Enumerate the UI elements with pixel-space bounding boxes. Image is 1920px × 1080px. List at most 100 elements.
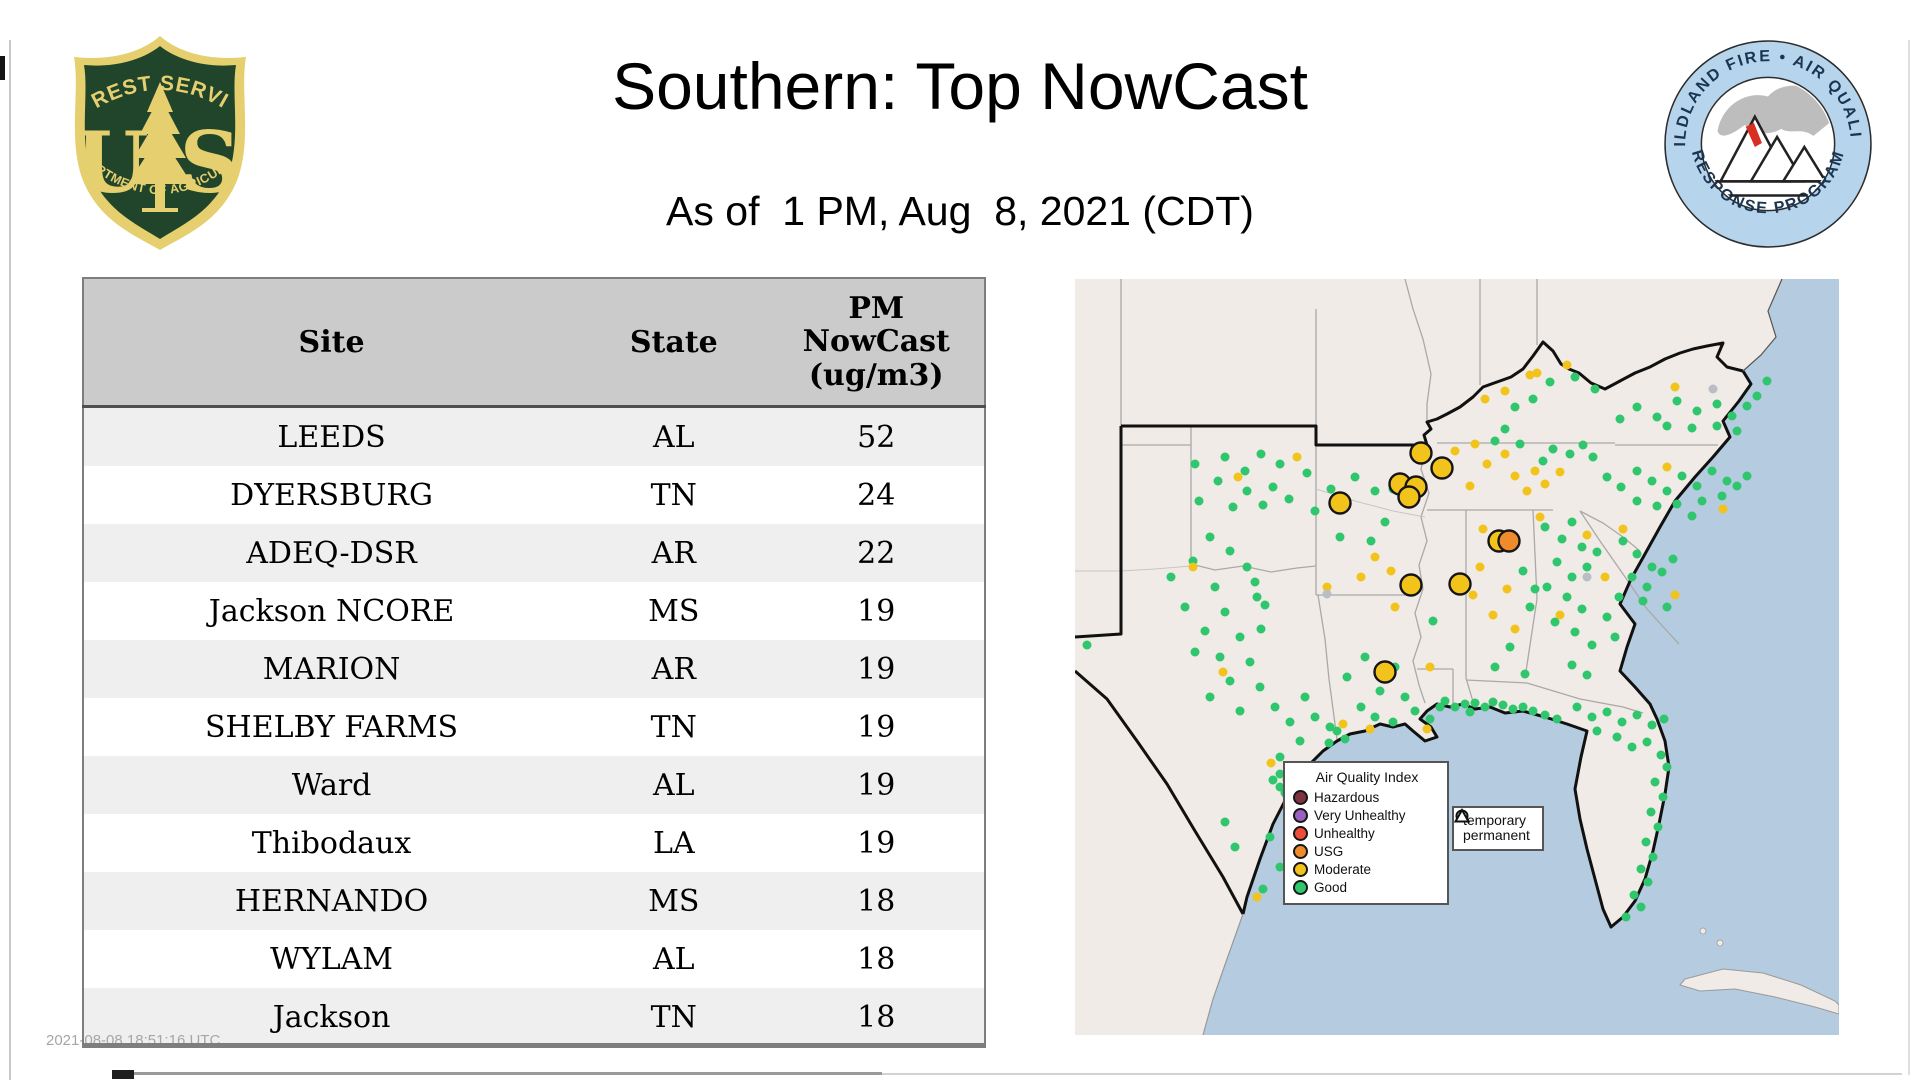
usfs-letter-u: U (75, 113, 148, 212)
monitor-dot-good (1590, 384, 1600, 394)
monitor-dot-good (1565, 449, 1575, 459)
monitor-dot-good (1614, 592, 1624, 602)
monitor-dot-moderate (1292, 452, 1302, 462)
monitor-dot-good (1525, 602, 1535, 612)
monitor-dot-good (1258, 884, 1268, 894)
island-dot (1699, 927, 1707, 935)
monitor-dot-moderate (1525, 370, 1535, 380)
monitor-dot-good (1082, 640, 1092, 650)
monitor-dot-good (1629, 890, 1639, 900)
monitor-dot-good (1225, 546, 1235, 556)
monitor-dot-good (1567, 660, 1577, 670)
monitor-dot-good (1588, 452, 1598, 462)
monitor-dot-good (1636, 902, 1646, 912)
site-marker-thibodaux (1373, 660, 1397, 684)
monitor-dot-good (1572, 702, 1582, 712)
value-cell: 22 (857, 535, 896, 571)
monitor-dot-good (1632, 402, 1642, 412)
table-header-row: Site State PM NowCast (ug/m3) (83, 278, 985, 408)
table-row: MARION AR 19 (83, 640, 985, 698)
monitor-dot-good (1242, 562, 1252, 572)
monitor-dot-good (1570, 627, 1580, 637)
monitor-dot-good (1460, 699, 1470, 709)
monitor-dot-good (1256, 624, 1266, 634)
monitor-dot-good (1578, 440, 1588, 450)
monitor-dot-good (1508, 704, 1518, 714)
monitor-dot-good (1638, 596, 1648, 606)
monitor-dot-moderate (1670, 382, 1680, 392)
monitor-dot-good (1480, 702, 1490, 712)
generation-timestamp: 2021-08-08 18:51:16 UTC (46, 1032, 221, 1049)
monitor-dot-good (1592, 547, 1602, 557)
monitor-dot-good (1567, 517, 1577, 527)
monitor-dot-moderate (1510, 624, 1520, 634)
monitor-dot-good (1722, 476, 1732, 486)
monitor-dot-good (1646, 807, 1656, 817)
monitor-dot-good (1602, 707, 1612, 717)
cropped-edge-mark (0, 56, 5, 80)
table-row: WYLAM AL 18 (83, 930, 985, 988)
monitor-dot-good (1610, 632, 1620, 642)
monitor-dot-good (1490, 436, 1500, 446)
monitor-dot-good (1668, 554, 1678, 564)
monitor-dot-good (1242, 486, 1252, 496)
monitor-dot-good (1356, 702, 1366, 712)
pine-tree-icon (128, 82, 192, 212)
monitor-dot-good (1284, 494, 1294, 504)
monitor-dot-moderate (1450, 446, 1460, 456)
monitor-dot-good (1687, 511, 1697, 521)
monitor-dot-good (1642, 737, 1652, 747)
monitor-dot-good (1617, 717, 1627, 727)
monitor-dot-good (1647, 562, 1657, 572)
map-svg (1075, 279, 1839, 1035)
monitor-dot-good (1498, 700, 1508, 710)
monitor-dot-good (1632, 549, 1642, 559)
monitor-dot-good (1615, 414, 1625, 424)
monitor-dot-good (1652, 501, 1662, 511)
monitor-dot-moderate (1540, 479, 1550, 489)
state-cell: LA (653, 825, 695, 861)
monitor-dot-good (1672, 499, 1682, 509)
site-cell: SHELBY FARMS (204, 709, 459, 745)
value-cell: 19 (857, 825, 896, 861)
shape-legend-label-temporary: temporary (1463, 812, 1527, 828)
usfs-letter-s: S (180, 113, 241, 212)
monitor-dot-moderate (1562, 360, 1572, 370)
monitor-dot-good (1332, 726, 1342, 736)
site-cell: LEEDS (277, 419, 386, 455)
monitor-dot-moderate (1218, 667, 1228, 677)
monitor-dot-good (1582, 562, 1592, 572)
col-header-state: State (579, 278, 769, 408)
site-marker-ward (1448, 572, 1472, 596)
value-cell: 52 (857, 419, 896, 455)
monitor-dot-unknown (1708, 384, 1718, 394)
monitor-dot-good (1360, 652, 1370, 662)
monitor-dot-good (1528, 394, 1538, 404)
monitor-dot-good (1612, 732, 1622, 742)
cropped-edge-mark-bottom (112, 1070, 134, 1079)
monitor-dot-good (1510, 402, 1520, 412)
monitor-dot-good (1310, 506, 1320, 516)
monitor-dot-good (1652, 412, 1662, 422)
aqi-legend-label: Good (1314, 879, 1348, 895)
monitor-dot-good (1225, 676, 1235, 686)
state-cell: AL (653, 941, 695, 977)
monitor-dot-good (1340, 734, 1350, 744)
monitor-dot-good (1618, 536, 1628, 546)
monitor-dot-good (1587, 712, 1597, 722)
monitor-dot-moderate (1530, 466, 1540, 476)
page-title: Southern: Top NowCast (612, 49, 1308, 123)
monitor-dot-good (1190, 647, 1200, 657)
monitor-dot-moderate (1662, 462, 1672, 472)
aqi-legend-title: Air Quality Index (1315, 769, 1419, 785)
monitor-dot-good (1692, 481, 1702, 491)
monitor-dot-good (1627, 572, 1637, 582)
monitor-dot-good (1545, 377, 1555, 387)
site-marker-hernando (1397, 485, 1421, 509)
monitor-dot-good (1256, 449, 1266, 459)
monitor-map: Air Quality Index Hazardous Very Unhealth… (1075, 279, 1839, 1035)
monitor-dot-moderate (1510, 471, 1520, 481)
value-cell: 19 (857, 767, 896, 803)
monitor-dot-good (1582, 670, 1592, 680)
monitor-dot-good (1752, 391, 1762, 401)
